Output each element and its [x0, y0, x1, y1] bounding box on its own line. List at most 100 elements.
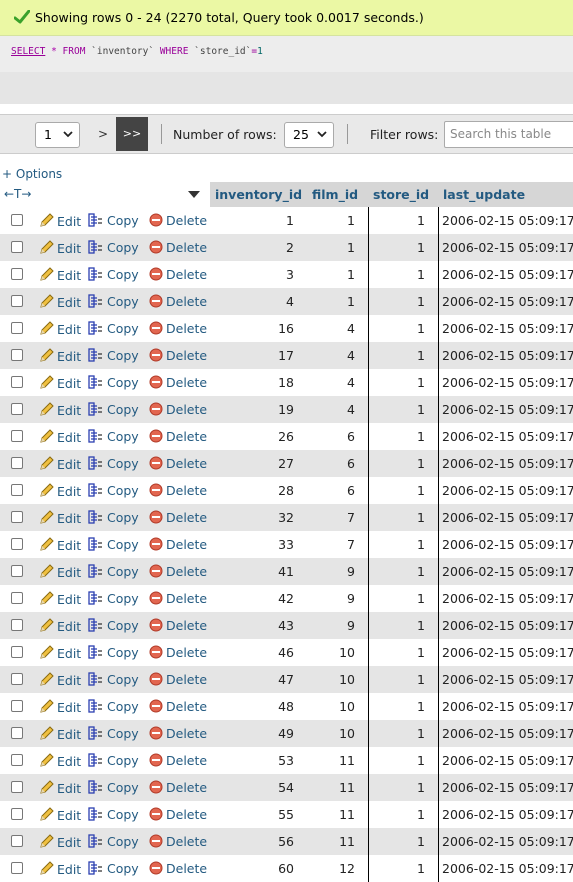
options-link[interactable]: + Options [2, 167, 63, 181]
delete-link[interactable]: Delete [149, 402, 207, 417]
copy-link[interactable]: Copy [88, 321, 139, 336]
row-checkbox[interactable] [11, 781, 23, 793]
delete-link[interactable]: Delete [149, 537, 207, 552]
delete-link[interactable]: Delete [149, 591, 207, 606]
edit-link[interactable]: Edit [39, 402, 81, 418]
edit-link[interactable]: Edit [39, 780, 81, 796]
delete-link[interactable]: Delete [149, 267, 207, 282]
delete-link[interactable]: Delete [149, 861, 207, 876]
column-header-inventory-id[interactable]: inventory_id [210, 182, 307, 207]
edit-link[interactable]: Edit [39, 375, 81, 391]
copy-link[interactable]: Copy [88, 537, 139, 552]
delete-link[interactable]: Delete [149, 483, 207, 498]
delete-link[interactable]: Delete [149, 834, 207, 849]
copy-link[interactable]: Copy [88, 348, 139, 363]
delete-link[interactable]: Delete [149, 672, 207, 687]
row-checkbox[interactable] [11, 403, 23, 415]
delete-link[interactable]: Delete [149, 375, 207, 390]
sort-chevron-icon[interactable] [188, 191, 200, 199]
sql-query-code[interactable]: SELECT * FROM `inventory` WHERE `store_i… [11, 46, 263, 57]
edit-link[interactable]: Edit [39, 348, 81, 364]
edit-link[interactable]: Edit [39, 456, 81, 472]
copy-link[interactable]: Copy [88, 483, 139, 498]
edit-link[interactable]: Edit [39, 618, 81, 634]
edit-link[interactable]: Edit [39, 429, 81, 445]
delete-link[interactable]: Delete [149, 564, 207, 579]
delete-link[interactable]: Delete [149, 294, 207, 309]
delete-link[interactable]: Delete [149, 753, 207, 768]
edit-link[interactable]: Edit [39, 321, 81, 337]
copy-link[interactable]: Copy [88, 591, 139, 606]
row-checkbox[interactable] [11, 322, 23, 334]
edit-link[interactable]: Edit [39, 807, 81, 823]
row-checkbox[interactable] [11, 430, 23, 442]
column-header-film-id[interactable]: film_id [307, 182, 368, 207]
search-input[interactable]: Search this table [444, 121, 573, 148]
row-checkbox[interactable] [11, 241, 23, 253]
rows-select[interactable]: 25 [284, 122, 334, 148]
edit-link[interactable]: Edit [39, 726, 81, 742]
edit-link[interactable]: Edit [39, 753, 81, 769]
edit-link[interactable]: Edit [39, 591, 81, 607]
copy-link[interactable]: Copy [88, 672, 139, 687]
copy-link[interactable]: Copy [88, 726, 139, 741]
row-checkbox[interactable] [11, 268, 23, 280]
delete-link[interactable]: Delete [149, 213, 207, 228]
row-checkbox[interactable] [11, 295, 23, 307]
page-select[interactable]: 1 [35, 122, 80, 148]
copy-link[interactable]: Copy [88, 780, 139, 795]
column-header-last-update[interactable]: last_update [438, 182, 573, 207]
delete-link[interactable]: Delete [149, 699, 207, 714]
row-checkbox[interactable] [11, 457, 23, 469]
delete-link[interactable]: Delete [149, 429, 207, 444]
copy-link[interactable]: Copy [88, 213, 139, 228]
edit-link[interactable]: Edit [39, 294, 81, 310]
copy-link[interactable]: Copy [88, 834, 139, 849]
delete-link[interactable]: Delete [149, 726, 207, 741]
copy-link[interactable]: Copy [88, 294, 139, 309]
copy-link[interactable]: Copy [88, 699, 139, 714]
copy-link[interactable]: Copy [88, 375, 139, 390]
row-checkbox[interactable] [11, 835, 23, 847]
edit-link[interactable]: Edit [39, 699, 81, 715]
row-checkbox[interactable] [11, 565, 23, 577]
edit-link[interactable]: Edit [39, 537, 81, 553]
delete-link[interactable]: Delete [149, 321, 207, 336]
delete-link[interactable]: Delete [149, 618, 207, 633]
delete-link[interactable]: Delete [149, 240, 207, 255]
edit-link[interactable]: Edit [39, 672, 81, 688]
copy-link[interactable]: Copy [88, 402, 139, 417]
delete-link[interactable]: Delete [149, 780, 207, 795]
delete-link[interactable]: Delete [149, 510, 207, 525]
delete-link[interactable]: Delete [149, 456, 207, 471]
edit-link[interactable]: Edit [39, 510, 81, 526]
edit-link[interactable]: Edit [39, 267, 81, 283]
row-checkbox[interactable] [11, 754, 23, 766]
copy-link[interactable]: Copy [88, 510, 139, 525]
delete-link[interactable]: Delete [149, 807, 207, 822]
copy-link[interactable]: Copy [88, 564, 139, 579]
row-checkbox[interactable] [11, 619, 23, 631]
row-checkbox[interactable] [11, 727, 23, 739]
last-page-button[interactable]: >> [116, 117, 148, 151]
copy-link[interactable]: Copy [88, 456, 139, 471]
row-checkbox[interactable] [11, 349, 23, 361]
copy-link[interactable]: Copy [88, 861, 139, 876]
copy-link[interactable]: Copy [88, 267, 139, 282]
row-checkbox[interactable] [11, 862, 23, 874]
row-checkbox[interactable] [11, 673, 23, 685]
column-resize-arrows-icon[interactable]: ←T→ [4, 187, 32, 201]
copy-link[interactable]: Copy [88, 807, 139, 822]
copy-link[interactable]: Copy [88, 429, 139, 444]
copy-link[interactable]: Copy [88, 618, 139, 633]
edit-link[interactable]: Edit [39, 564, 81, 580]
sql-select-keyword[interactable]: SELECT [11, 46, 46, 57]
row-checkbox[interactable] [11, 511, 23, 523]
edit-link[interactable]: Edit [39, 834, 81, 850]
row-checkbox[interactable] [11, 214, 23, 226]
edit-link[interactable]: Edit [39, 645, 81, 661]
edit-link[interactable]: Edit [39, 861, 81, 877]
row-checkbox[interactable] [11, 646, 23, 658]
delete-link[interactable]: Delete [149, 645, 207, 660]
edit-link[interactable]: Edit [39, 213, 81, 229]
